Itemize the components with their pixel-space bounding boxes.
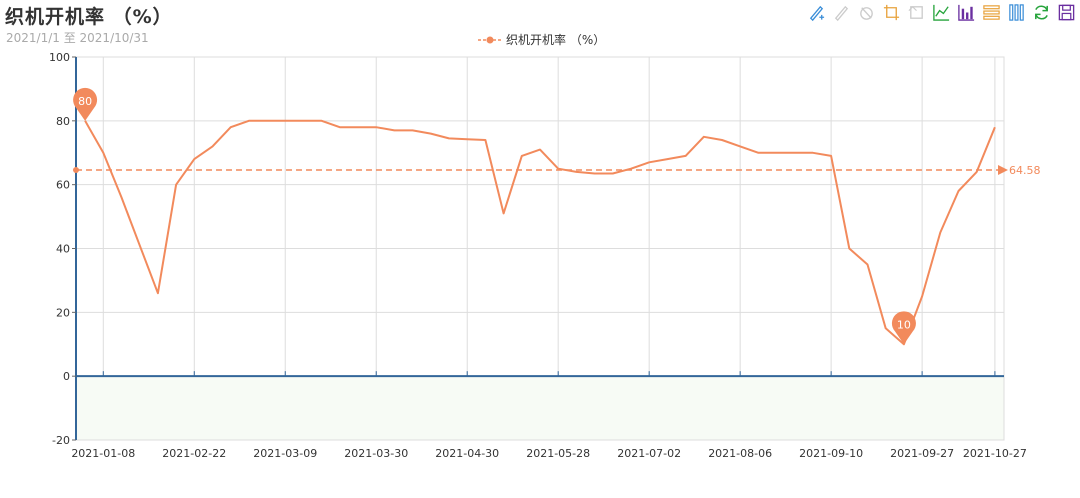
average-line-label: 64.58 [1009,164,1041,177]
data-zoom-reset-icon[interactable] [907,3,926,22]
markpoint-pin [891,311,916,345]
average-markline: 64.58 [73,164,1041,177]
y-tick-label: -20 [52,434,70,447]
bar-chart-icon[interactable] [957,3,976,22]
x-tick-label: 2021-01-08 [71,447,135,460]
y-axis-ticks: -20 0 20 40 60 80 100 [49,51,76,447]
stack-icon[interactable] [982,3,1001,22]
series-line [84,119,996,346]
area-fill [76,376,1004,440]
markpoint-label: 10 [897,318,911,331]
average-line-arrow [998,165,1008,176]
toolbox [807,3,1076,22]
y-tick-label: 0 [63,370,70,383]
chart-title: 织机开机率 （%） [5,6,173,28]
y-tick-label: 40 [56,243,70,256]
mark-clear-icon[interactable] [857,3,876,22]
x-tick-label: 2021-04-30 [435,447,499,460]
legend[interactable]: 织机开机率 （%） [478,31,605,48]
mark-undo-icon[interactable] [832,3,851,22]
markpoint-label: 80 [78,95,92,108]
x-tick-label: 2021-08-06 [708,447,772,460]
restore-icon[interactable] [1032,3,1051,22]
markpoint-min: 10 [891,311,916,345]
x-tick-label: 2021-10-27 [963,447,1027,460]
y-tick-label: 80 [56,115,70,128]
x-axis-ticks: 2021-01-08 2021-02-22 2021-03-09 2021-03-30… [71,371,1027,460]
x-tick-label: 2021-02-22 [162,447,226,460]
x-tick-label: 2021-03-09 [253,447,317,460]
markpoint-max: 80 [73,87,98,121]
below-zero-area [76,376,1004,440]
x-tick-label: 2021-07-02 [617,447,681,460]
markpoint-pin [73,87,98,121]
x-tick-label: 2021-09-10 [799,447,863,460]
chart-subtitle: 2021/1/1 至 2021/10/31 [6,31,149,45]
line-chart-icon[interactable] [932,3,951,22]
average-line-start [73,167,79,174]
legend-entry-label: 织机开机率 （%） [506,33,606,47]
y-tick-label: 100 [49,51,70,64]
legend-line-marker-icon [478,36,502,43]
x-tick-label: 2021-05-28 [526,447,590,460]
x-tick-label: 2021-03-30 [344,447,408,460]
save-image-icon[interactable] [1057,3,1076,22]
y-tick-label: 20 [56,306,70,319]
tiled-icon[interactable] [1007,3,1026,22]
x-tick-label: 2021-09-27 [890,447,954,460]
data-zoom-icon[interactable] [882,3,901,22]
y-tick-label: 60 [56,179,70,192]
series [84,119,996,346]
mark-icon[interactable] [807,3,826,22]
markpoints: 80 10 [73,87,916,345]
